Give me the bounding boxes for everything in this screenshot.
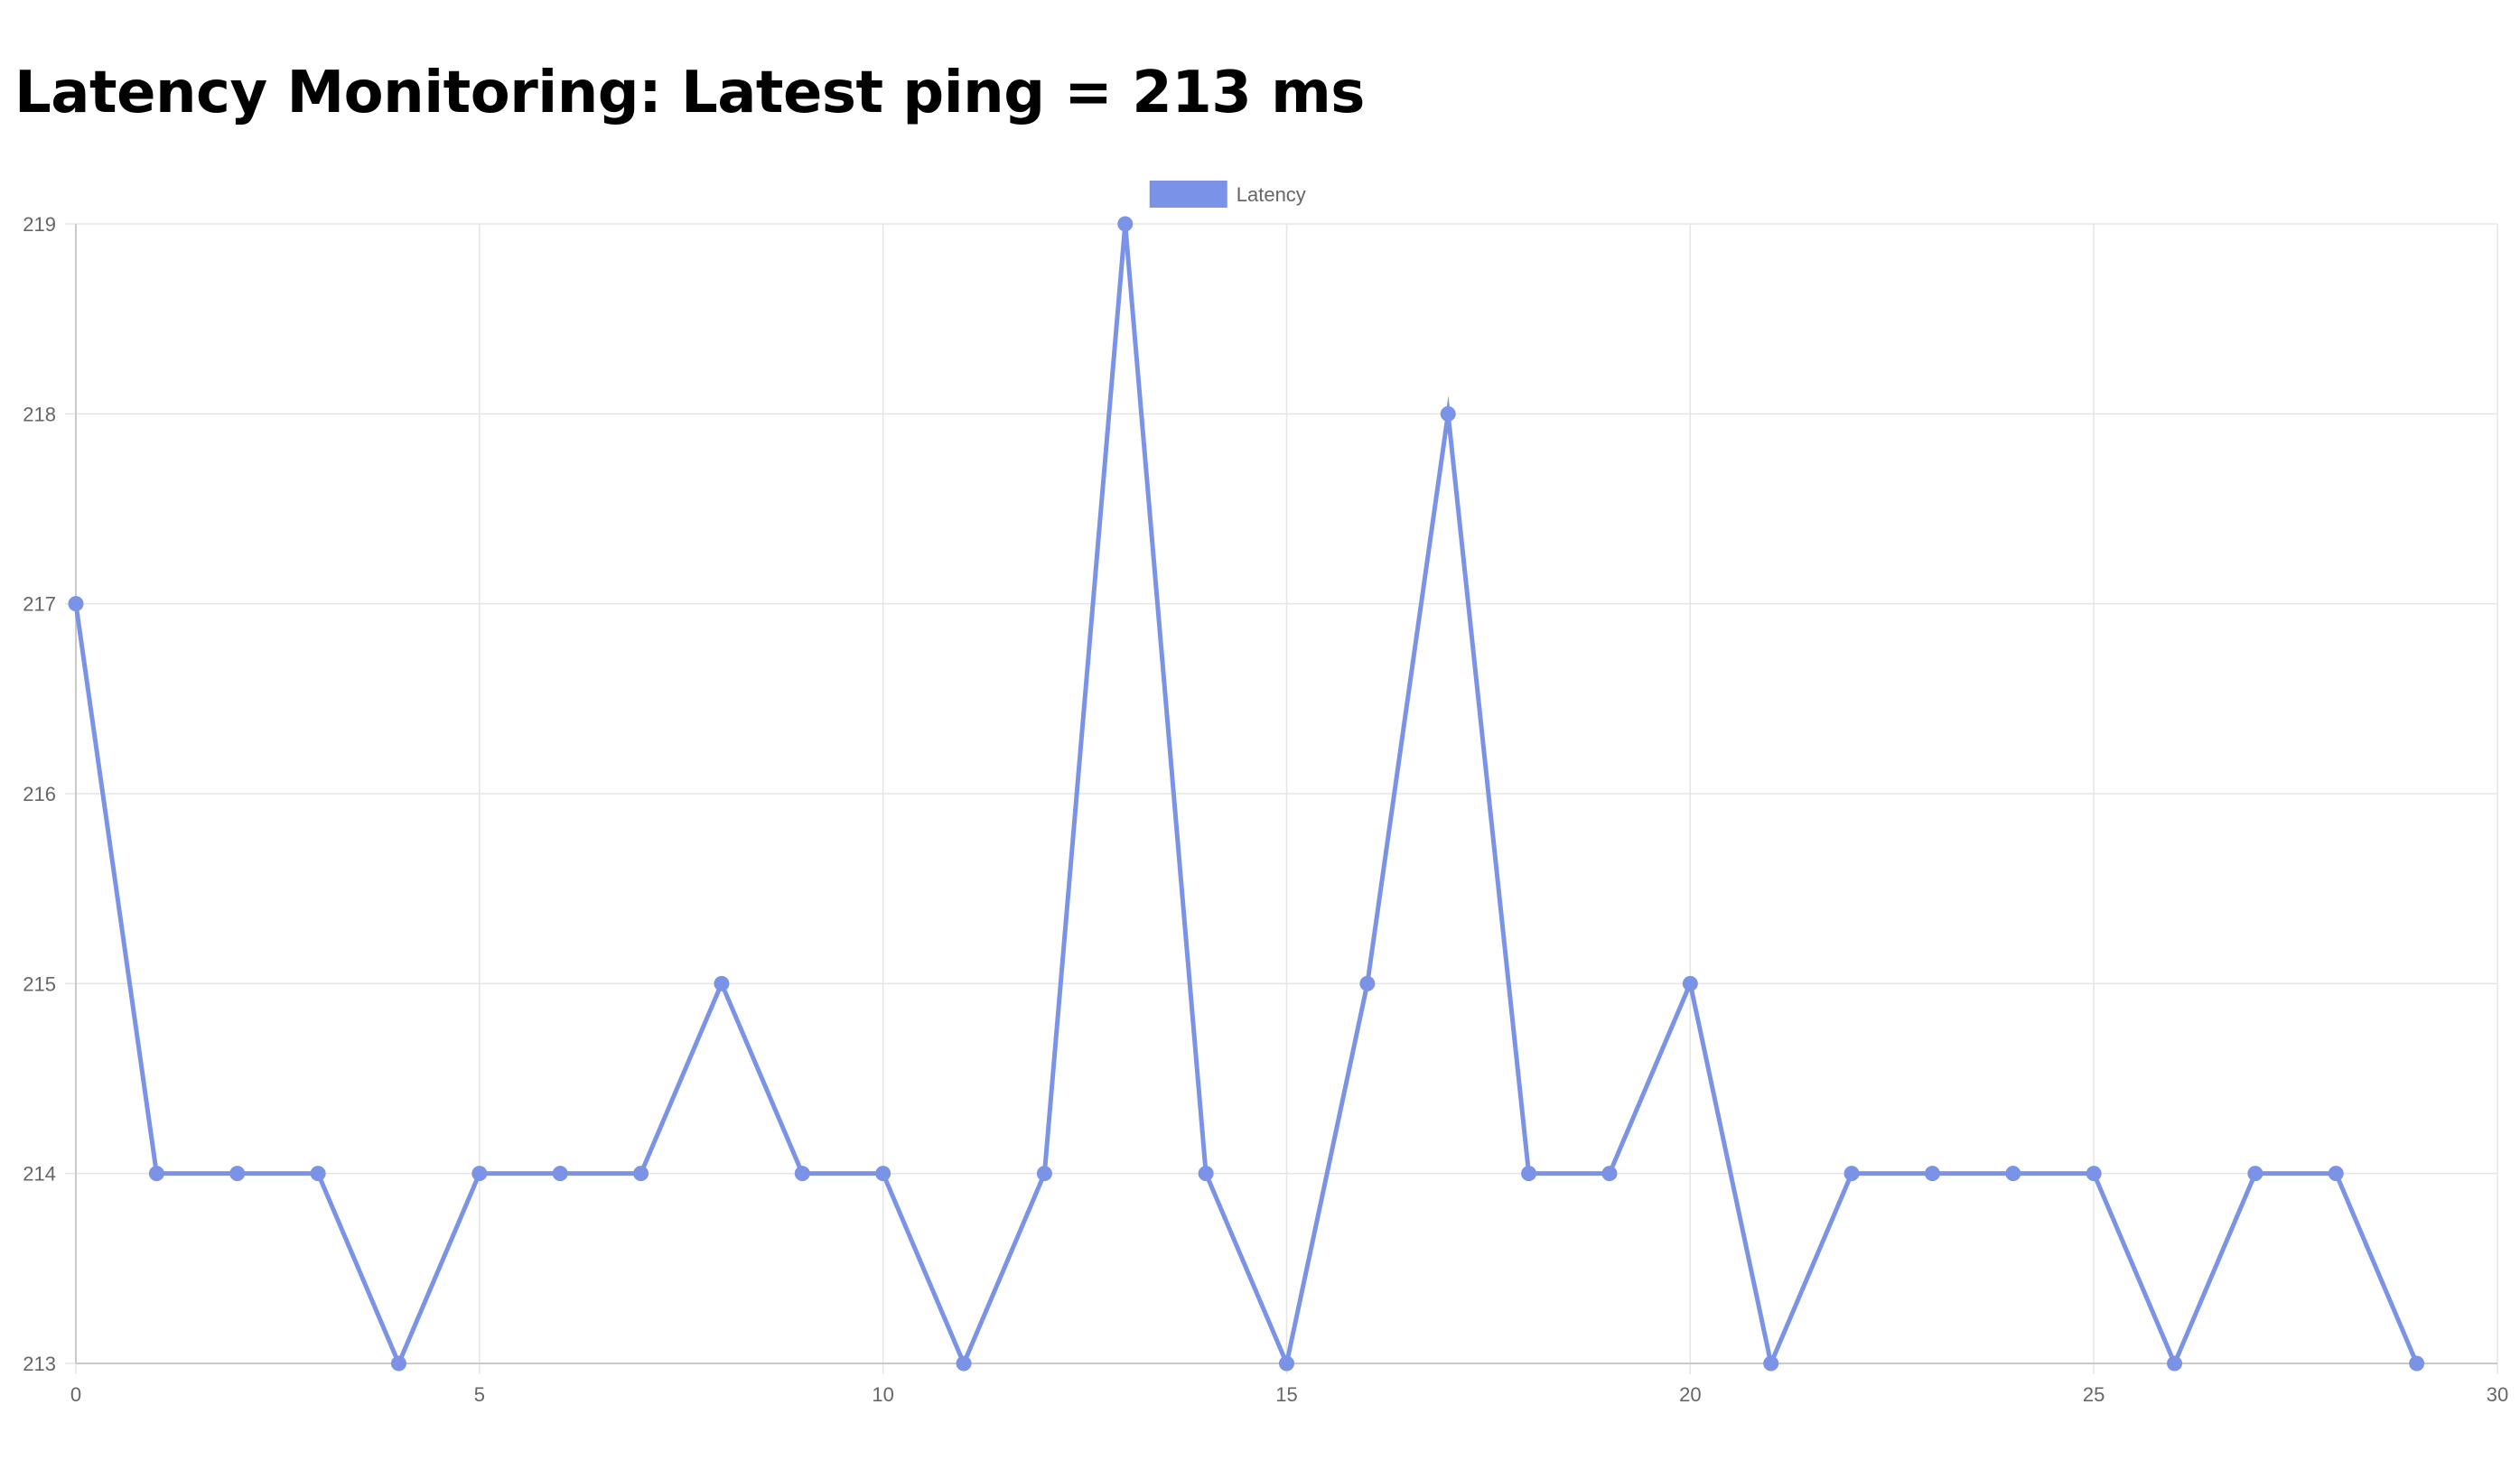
y-tick-label: 213: [23, 1353, 56, 1375]
latency-data-point[interactable]: [148, 1166, 164, 1182]
series-layer: [68, 216, 2425, 1372]
chart-canvas: 0 5 10 15 20 25 30 213 214 215 216 217 218 219 Latenc…: [23, 181, 2508, 1406]
x-tick-label: 0: [70, 1383, 81, 1406]
legend-label[interactable]: Latency: [1237, 183, 1306, 206]
latency-data-point[interactable]: [794, 1166, 810, 1182]
latency-data-point[interactable]: [875, 1166, 891, 1182]
latency-data-point[interactable]: [1117, 216, 1134, 232]
x-tick-label: 15: [1275, 1383, 1297, 1406]
latency-chart: 0 5 10 15 20 25 30 213 214 215 216 217 218 219 Latenc…: [0, 163, 2520, 1479]
x-tick-label: 5: [474, 1383, 485, 1406]
latency-data-point[interactable]: [1601, 1166, 1618, 1182]
y-tick-label: 214: [23, 1163, 56, 1186]
latency-data-point[interactable]: [1198, 1166, 1214, 1182]
x-tick-label: 25: [2083, 1383, 2105, 1406]
latency-data-point[interactable]: [2005, 1166, 2021, 1182]
latency-data-point[interactable]: [1521, 1166, 1537, 1182]
x-tick-label: 20: [1679, 1383, 1701, 1406]
latency-data-point[interactable]: [2328, 1166, 2344, 1182]
latency-data-point[interactable]: [2086, 1166, 2102, 1182]
latency-data-point[interactable]: [1682, 975, 1698, 991]
latency-data-point[interactable]: [633, 1166, 649, 1182]
latency-data-point[interactable]: [229, 1166, 246, 1182]
latency-data-point[interactable]: [2409, 1355, 2425, 1372]
y-tick-label: 216: [23, 783, 56, 805]
latency-data-point[interactable]: [1440, 405, 1456, 422]
latency-data-point[interactable]: [714, 975, 730, 991]
legend: Latency: [1149, 181, 1306, 208]
y-tick-label: 217: [23, 593, 56, 616]
latency-data-point[interactable]: [310, 1166, 326, 1182]
latency-data-point[interactable]: [1843, 1166, 1860, 1182]
latency-data-point[interactable]: [1359, 975, 1376, 991]
latency-data-point[interactable]: [956, 1355, 972, 1372]
latency-data-point[interactable]: [2247, 1166, 2263, 1182]
x-tick-label: 10: [872, 1383, 893, 1406]
tick-labels: 0 5 10 15 20 25 30 213 214 215 216 217 218 219: [23, 213, 2508, 1406]
latency-data-point[interactable]: [1763, 1355, 1779, 1372]
legend-swatch[interactable]: [1149, 181, 1227, 208]
page-title: Latency Monitoring: Latest ping = 213 ms: [14, 60, 1365, 126]
y-tick-label: 218: [23, 403, 56, 425]
latency-data-point[interactable]: [2167, 1355, 2183, 1372]
y-tick-label: 215: [23, 972, 56, 995]
latency-data-point[interactable]: [1924, 1166, 1940, 1182]
latency-data-point[interactable]: [390, 1355, 406, 1372]
latency-series-line: [73, 223, 2419, 1372]
latency-data-point[interactable]: [68, 596, 84, 612]
latency-data-point[interactable]: [1279, 1355, 1294, 1372]
latency-data-point[interactable]: [552, 1166, 568, 1182]
y-tick-label: 219: [23, 213, 56, 236]
latency-data-point[interactable]: [1036, 1166, 1052, 1182]
x-tick-label: 30: [2487, 1383, 2508, 1406]
latency-data-point[interactable]: [471, 1166, 488, 1182]
grid-lines: [65, 223, 2498, 1374]
